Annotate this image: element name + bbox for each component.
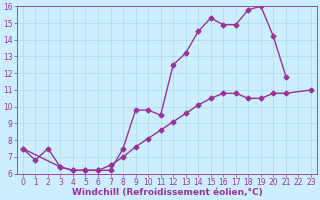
X-axis label: Windchill (Refroidissement éolien,°C): Windchill (Refroidissement éolien,°C) bbox=[72, 188, 262, 197]
